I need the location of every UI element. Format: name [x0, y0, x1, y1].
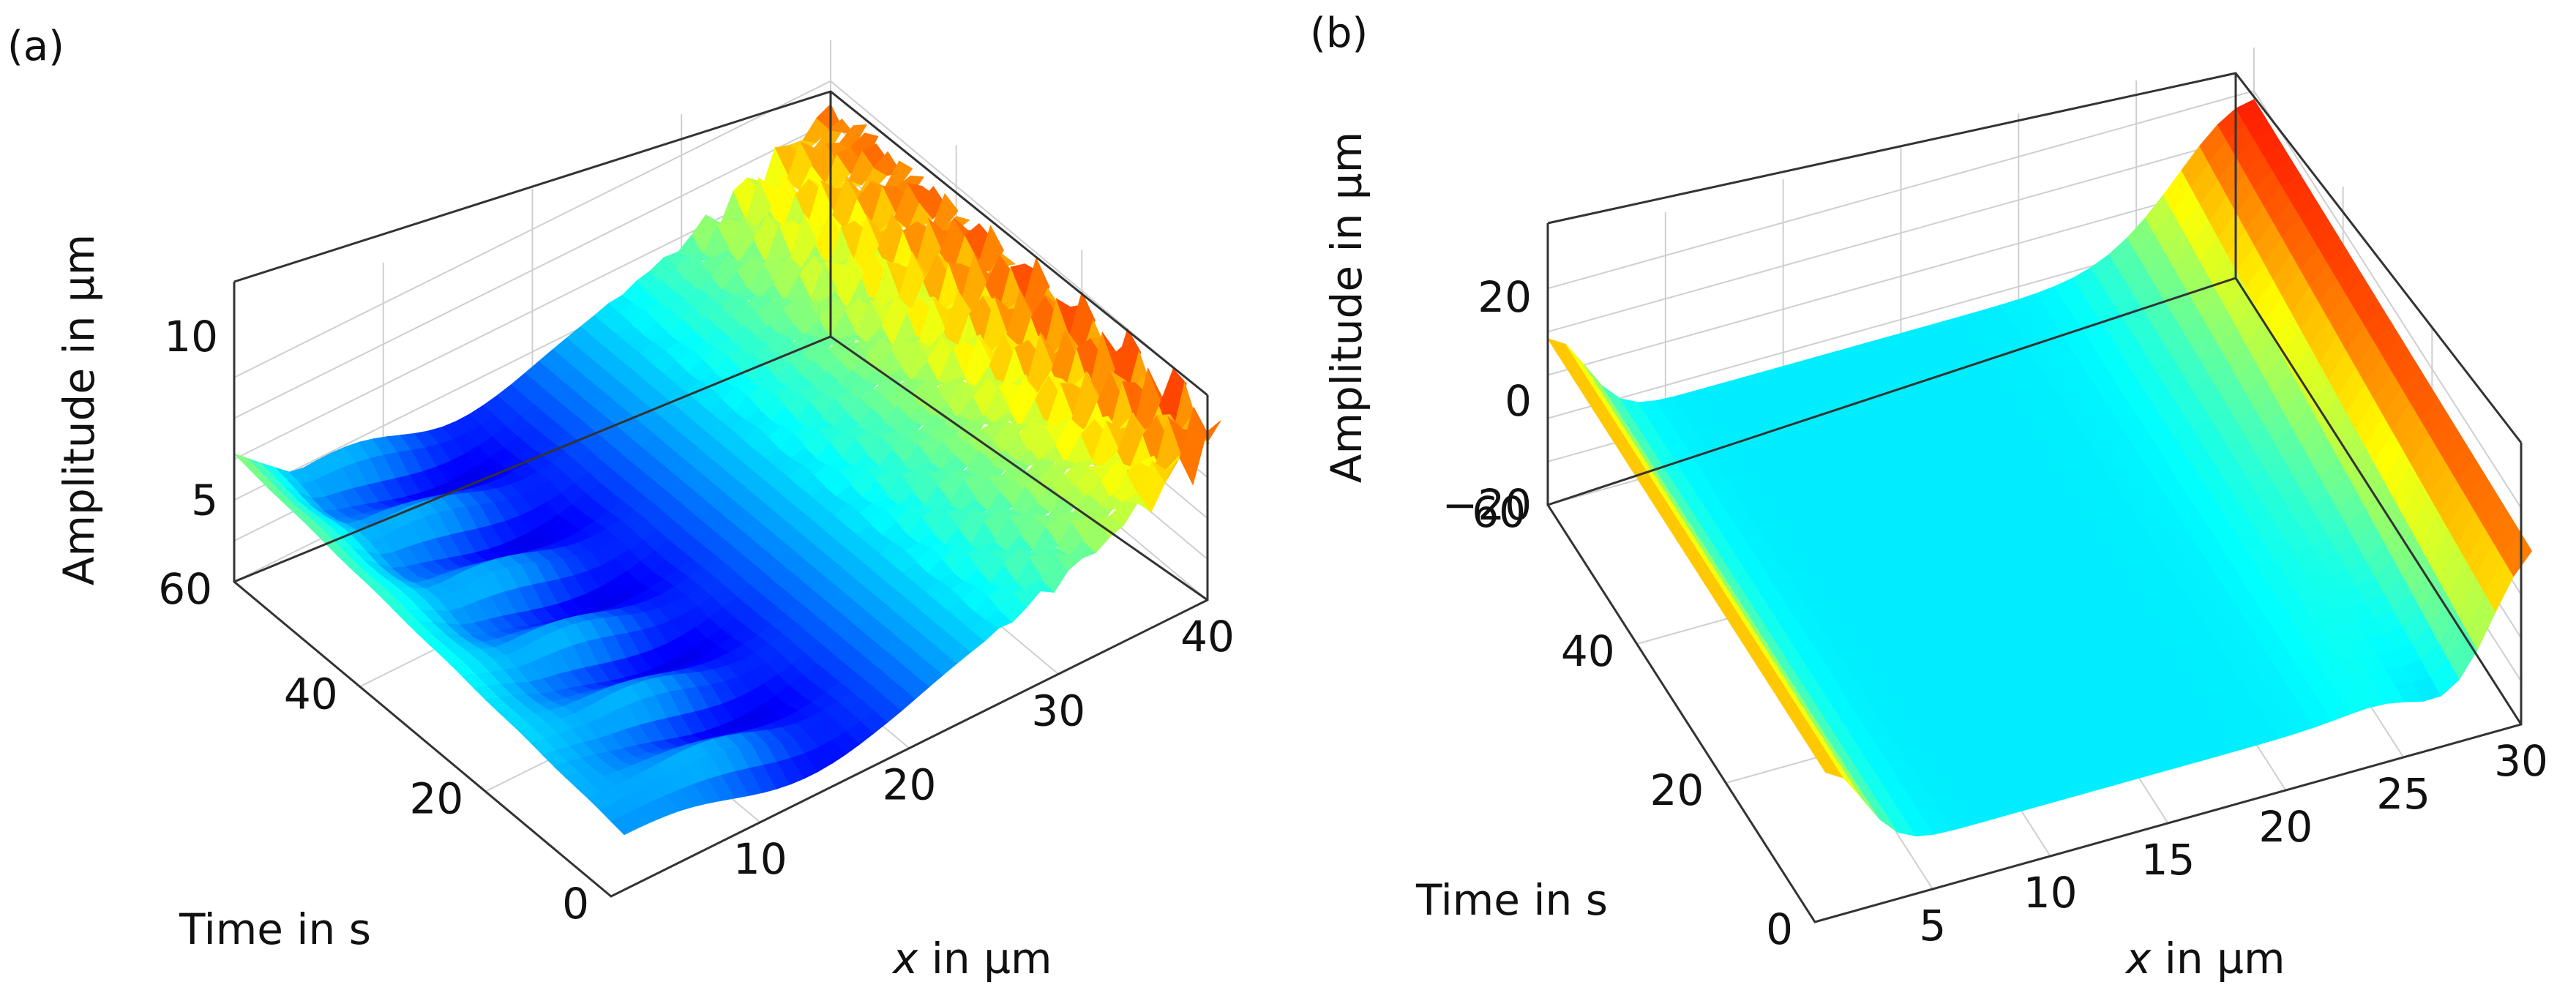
- panel-a-chart: 10 20 30 40 0 20 40 60 5 10 (a) Amplitude in µm T…: [7, 23, 1235, 983]
- panel-a-time-label: Time in s: [179, 904, 371, 954]
- panel-b-label: (b): [1310, 10, 1368, 57]
- panel-b-ticks: 5 10 15 20 25 30 0 20 40 60−20 0 20: [1442, 272, 2548, 954]
- panel-a-box-edges: [233, 90, 1209, 898]
- b-surface-patch: [2502, 533, 2533, 577]
- panel-b-chart: 5 10 15 20 25 30 0 20 40 60−20 0 20 (b) Amplitude i…: [1310, 10, 2548, 983]
- panel-b-x-label-unit: in µm: [2151, 934, 2285, 983]
- a-time-tick-0: 0: [562, 879, 589, 929]
- b-time-tick-2: 40: [1561, 626, 1615, 676]
- a-x-tick-3: 40: [1180, 612, 1235, 661]
- panel-b-x-label-var: x: [2124, 934, 2152, 983]
- a-z-tick-0: 5: [191, 475, 218, 525]
- panel-a-x-label-unit: in µm: [918, 934, 1052, 983]
- a-z-tick-1: 10: [164, 312, 218, 361]
- b-time-tick-1: 20: [1650, 765, 1704, 815]
- b-z-tick-0: −20: [1442, 480, 1532, 530]
- a-grid-z-5: [233, 80, 1208, 397]
- panel-a-x-label-var: x: [891, 934, 918, 983]
- b-time-tick-3: 60: [1472, 487, 1526, 537]
- a-surface-patch: [839, 124, 868, 150]
- a-time-tick-1: 20: [410, 774, 464, 824]
- a-x-tick-1: 20: [883, 760, 937, 810]
- panel-a-ticks: 10 20 30 40 0 20 40 60 5 10: [158, 312, 1235, 929]
- b-time-tick-0: 0: [1766, 904, 1793, 954]
- a-x-tick-0: 10: [733, 834, 787, 884]
- panel-b-time-label: Time in s: [1415, 875, 1608, 925]
- a-time-tick-3: 60: [158, 564, 212, 614]
- panel-b-box-edges: [1546, 72, 2523, 923]
- panel-a-zlabel: Amplitude in µm: [54, 234, 104, 585]
- b-x-tick-4: 25: [2376, 769, 2430, 819]
- b-x-tick-5: 30: [2494, 736, 2548, 786]
- b-x-tick-0: 5: [1919, 901, 1946, 951]
- panel-b-x-label: x in µm: [2124, 934, 2285, 983]
- b-x-tick-2: 15: [2141, 835, 2195, 885]
- panel-b-surface: [1546, 99, 2533, 837]
- b-z-tick-1: 0: [1505, 376, 1532, 426]
- b-x-tick-1: 10: [2023, 868, 2078, 918]
- b-z-tick-2: 20: [1478, 272, 1532, 322]
- b-grid-z-5: [1547, 90, 2522, 509]
- panel-b-zlabel: Amplitude in µm: [1322, 132, 1371, 483]
- a-x-tick-2: 30: [1031, 686, 1085, 735]
- panel-a-x-label: x in µm: [891, 934, 1052, 983]
- panel-a-label: (a): [7, 23, 64, 70]
- panel-a-surface: [233, 103, 1221, 836]
- b-x-tick-3: 20: [2258, 802, 2313, 852]
- a-time-tick-2: 40: [284, 669, 338, 719]
